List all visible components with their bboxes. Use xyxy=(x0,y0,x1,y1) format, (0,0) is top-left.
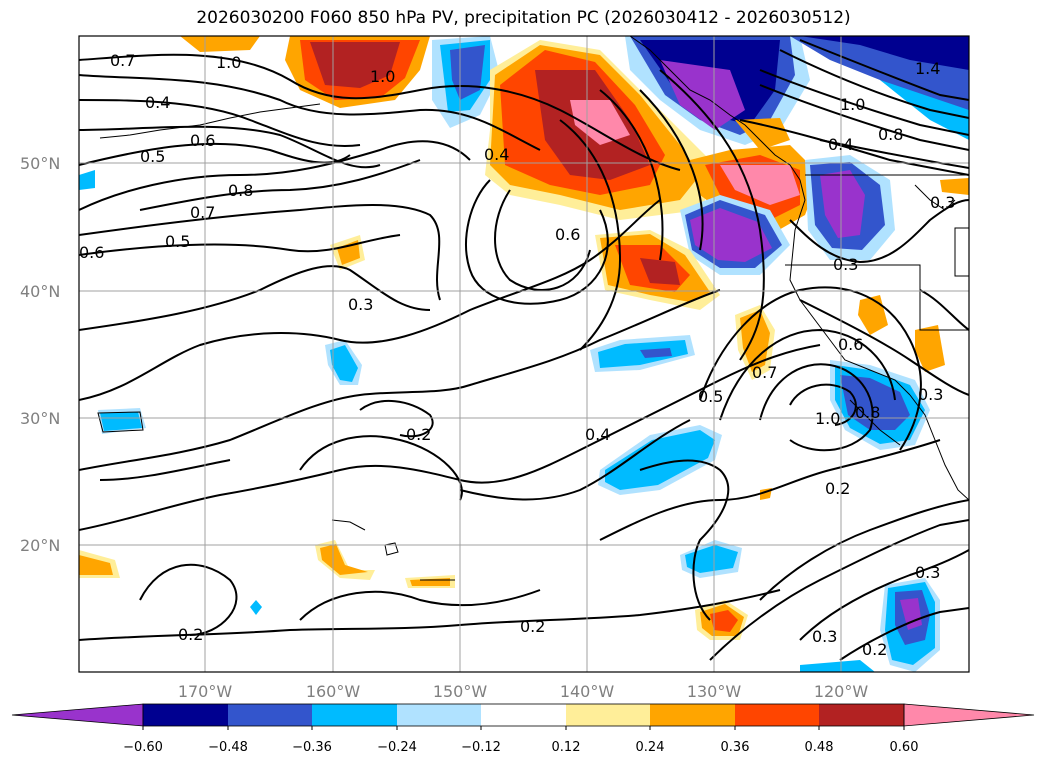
contour-label: 0.2 xyxy=(825,479,850,498)
colorbar-ticks xyxy=(142,726,905,730)
contour-label: 0.6 xyxy=(190,131,215,150)
contour-label: 0.7 xyxy=(752,363,777,382)
colorbar-outline xyxy=(142,703,905,727)
contour-label: 0.4 xyxy=(828,135,853,154)
colorbar-tick-label: −0.48 xyxy=(208,740,248,755)
contour-label: 1.0 xyxy=(370,67,395,86)
contour-label: 0.3 xyxy=(915,563,940,582)
colorbar-segment xyxy=(11,703,144,727)
colorbar-tick-label: −0.24 xyxy=(377,740,417,755)
lon-label: 170°W xyxy=(178,682,233,701)
contour-label: 0.2 xyxy=(520,617,545,636)
contour-label: 0.8 xyxy=(878,125,903,144)
lat-label: 30°N xyxy=(20,409,60,428)
contour-label: 0.5 xyxy=(165,232,190,251)
colorbar-segment xyxy=(143,704,228,726)
colorbar-segment xyxy=(735,704,819,726)
lon-label: 120°W xyxy=(814,682,869,701)
contour-label: 0.7 xyxy=(190,203,215,222)
contour-label: 0.3 xyxy=(833,255,858,274)
contour-label: 1.0 xyxy=(815,409,840,428)
colorbar-tick-label: 0.24 xyxy=(636,740,665,755)
latitude-labels: 50°N 40°N 30°N 20°N xyxy=(20,154,60,555)
colorbar-segment xyxy=(903,703,1035,727)
contour-label: 0.5 xyxy=(698,387,723,406)
contour-label: 0.3 xyxy=(348,295,373,314)
contour-label: 0.3 xyxy=(812,627,837,646)
colorbar-tick-labels: −0.60 −0.48 −0.36 −0.24 −0.12 0.12 0.24 … xyxy=(123,740,918,755)
contour-label: 1.4 xyxy=(915,59,940,78)
contour-label: 0.4 xyxy=(484,145,509,164)
colorbar-tick-label: 0.36 xyxy=(721,740,750,755)
colorbar-segments xyxy=(11,703,1035,727)
colorbar-tick-label: −0.36 xyxy=(292,740,332,755)
lat-label: 20°N xyxy=(20,536,60,555)
lon-label: 140°W xyxy=(560,682,615,701)
colorbar-tick-label: −0.12 xyxy=(461,740,501,755)
colorbar-tick-label: 0.12 xyxy=(552,740,581,755)
contour-label: 0.4 xyxy=(585,425,610,444)
lat-label: 50°N xyxy=(20,154,60,173)
colorbar-segment xyxy=(397,704,481,726)
contour-label: 0.6 xyxy=(555,225,580,244)
map-frame xyxy=(78,35,970,673)
colorbar-segment xyxy=(566,704,650,726)
lon-label: 160°W xyxy=(306,682,361,701)
colorbar-segment xyxy=(650,704,735,726)
pv-contour-lines xyxy=(79,39,969,661)
contour-label: 0.2 xyxy=(406,425,431,444)
contour-label: 0.3 xyxy=(930,193,955,212)
contour-label: 0.5 xyxy=(140,147,165,166)
colorbar-tick-label: 0.48 xyxy=(805,740,834,755)
lon-label: 130°W xyxy=(687,682,742,701)
contour-label: 0.8 xyxy=(855,403,880,422)
colorbar-segment xyxy=(228,704,312,726)
precip-fill-areas xyxy=(79,36,969,672)
lon-label: 150°W xyxy=(433,682,488,701)
graticule xyxy=(79,36,969,672)
contour-label: 0.6 xyxy=(838,335,863,354)
lat-label: 40°N xyxy=(20,282,60,301)
contour-label: 0.8 xyxy=(228,181,253,200)
colorbar-segment xyxy=(819,704,904,726)
colorbar-segment xyxy=(312,704,397,726)
contour-label: 1.0 xyxy=(216,53,241,72)
colorbar-segment xyxy=(481,704,566,726)
colorbar-tick-label: −0.60 xyxy=(123,740,163,755)
contour-label: 0.2 xyxy=(862,640,887,659)
colorbar: −0.60 −0.48 −0.36 −0.24 −0.12 0.12 0.24 … xyxy=(11,703,1035,755)
map-title: 2026030200 F060 850 hPa PV, precipitatio… xyxy=(196,8,851,28)
longitude-labels: 170°W 160°W 150°W 140°W 130°W 120°W xyxy=(178,682,869,701)
contour-label: 0.4 xyxy=(145,93,170,112)
contour-label: 0.2 xyxy=(178,625,203,644)
contour-labels: 0.7 1.0 1.0 0.4 0.5 0.6 0.8 0.7 0.5 0.6 … xyxy=(79,51,955,659)
contour-label: 0.3 xyxy=(918,385,943,404)
coastlines xyxy=(97,36,969,581)
contour-label: 0.6 xyxy=(79,243,104,262)
contour-label: 1.0 xyxy=(840,95,865,114)
contour-label: 0.7 xyxy=(110,51,135,70)
colorbar-tick-label: 0.60 xyxy=(890,740,919,755)
